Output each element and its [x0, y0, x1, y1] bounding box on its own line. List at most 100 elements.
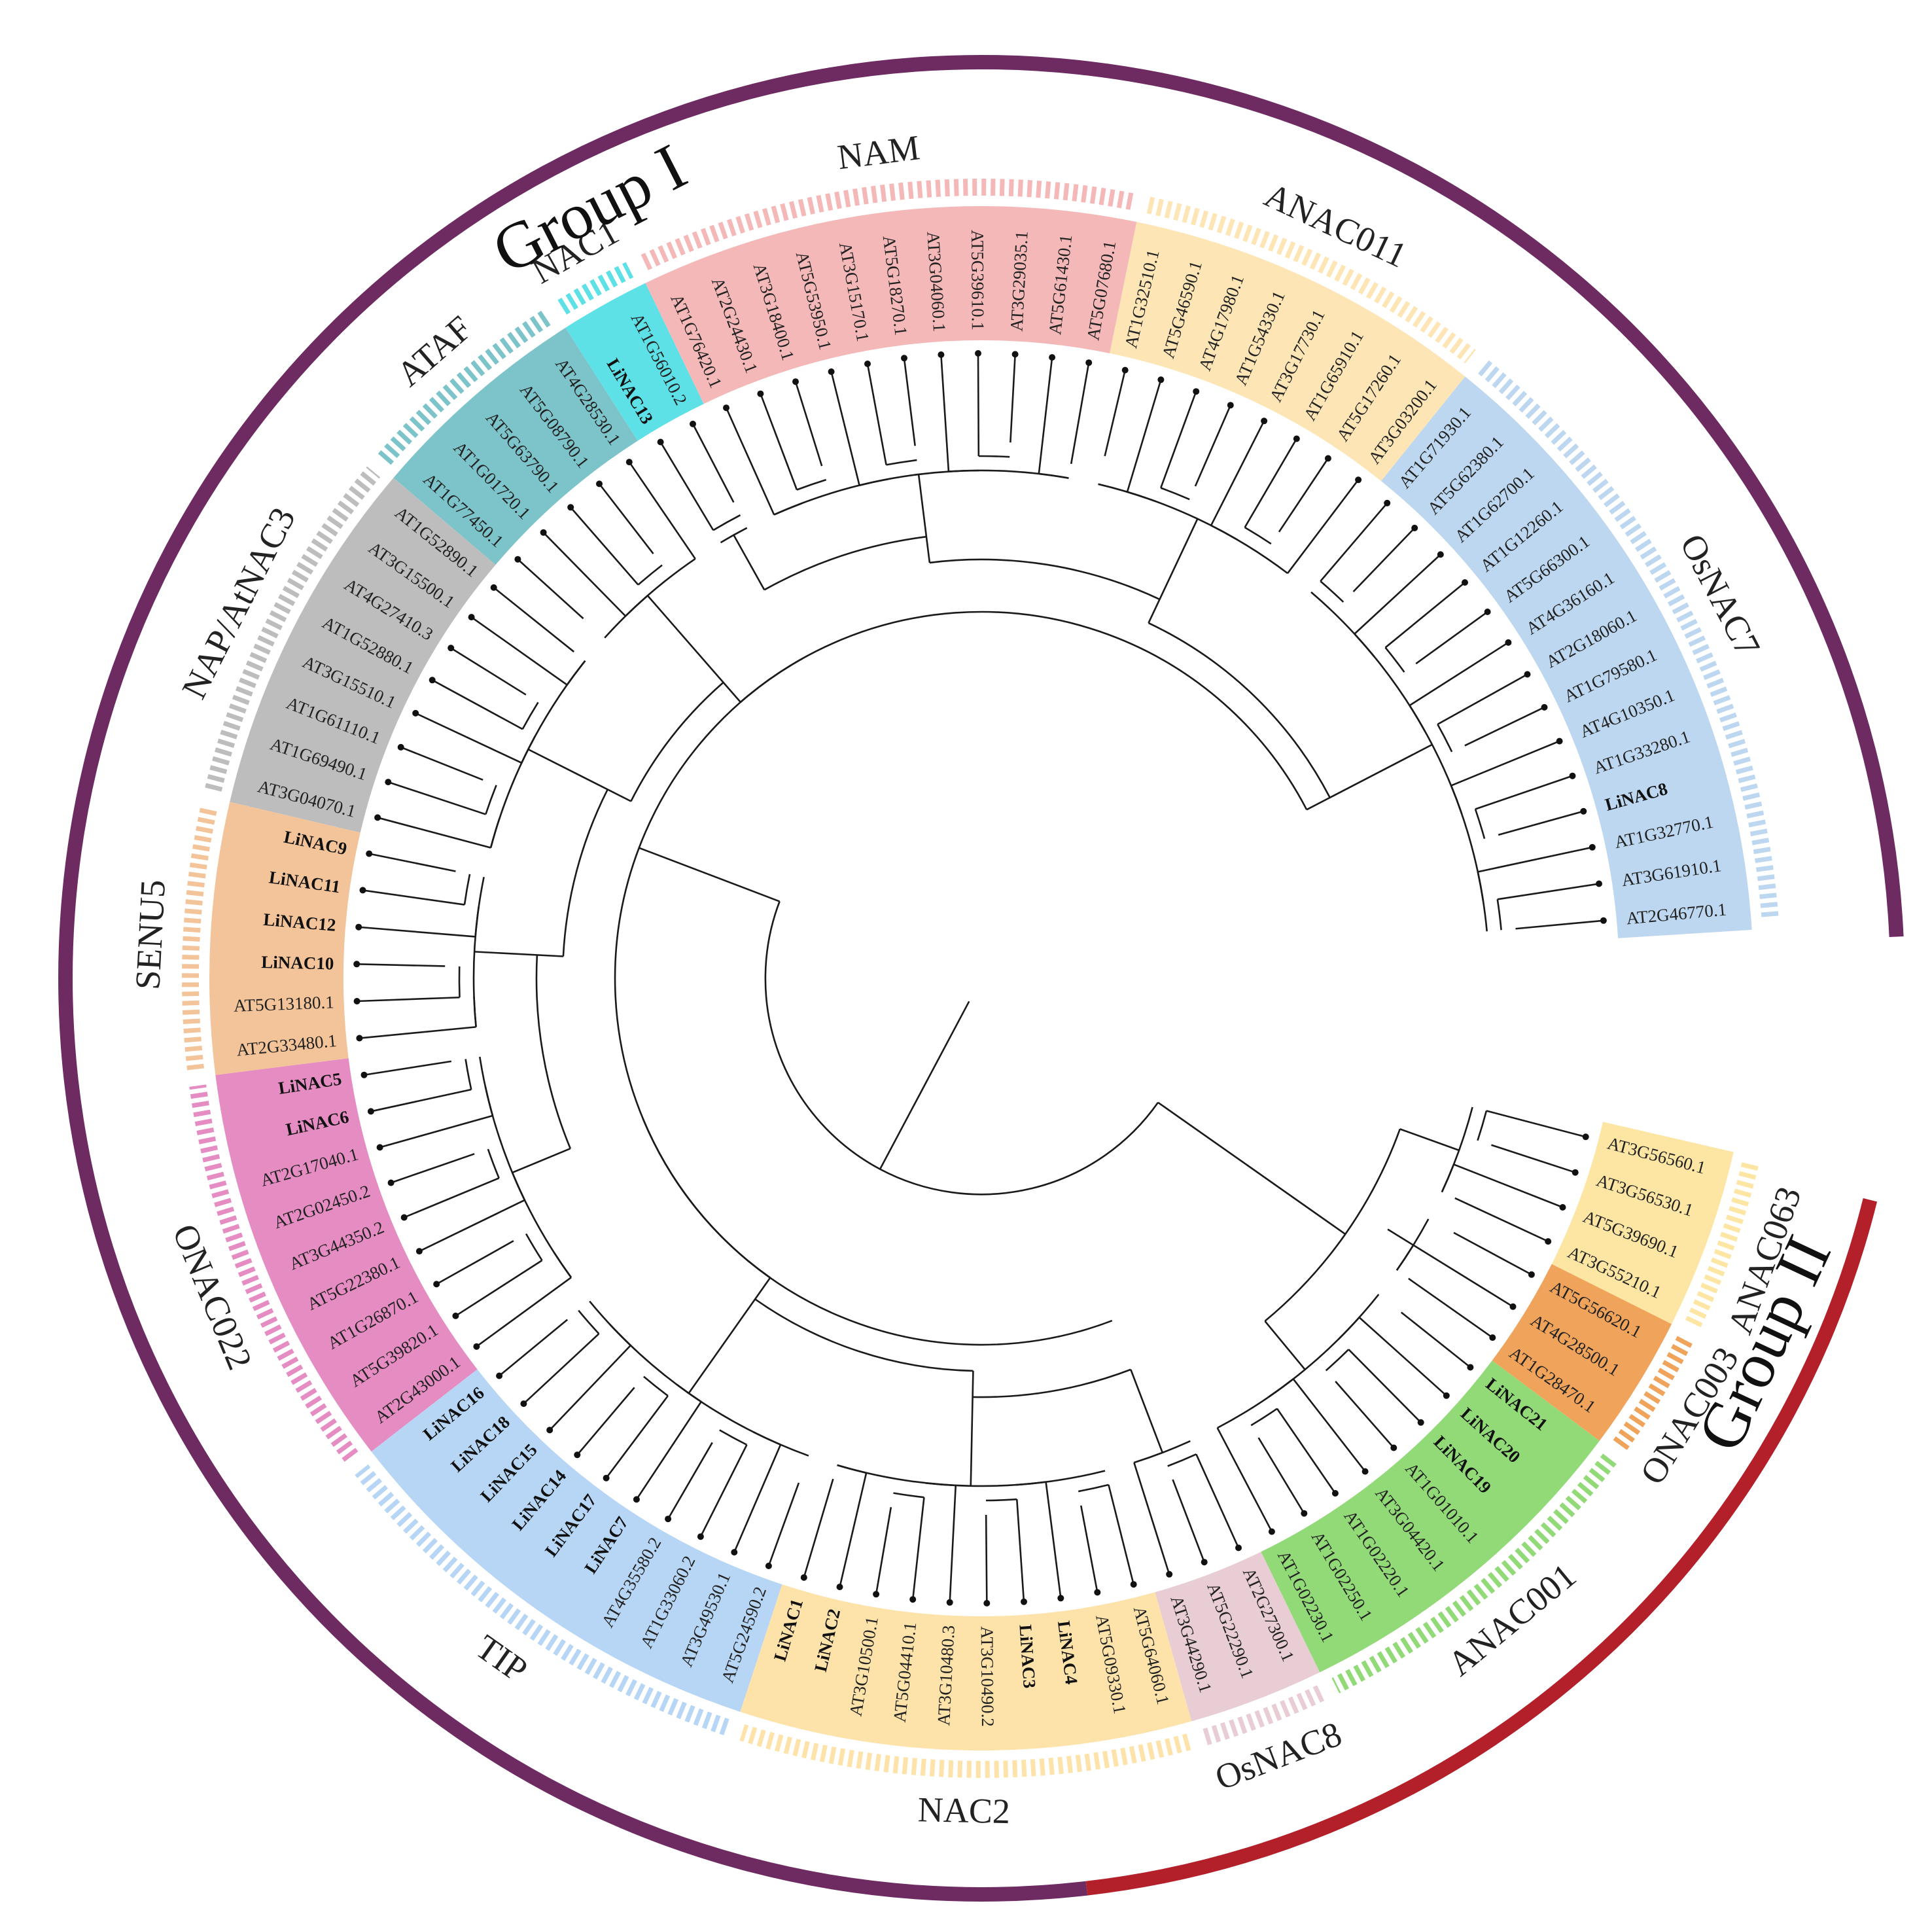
branch — [688, 1277, 771, 1394]
leaf-dot — [1021, 1598, 1027, 1605]
branch-arc — [773, 469, 1069, 516]
branch-arc — [484, 1086, 494, 1116]
leaf-dot — [633, 1496, 640, 1503]
band-1 — [1110, 222, 1466, 482]
branch — [1070, 362, 1090, 465]
branch — [1287, 479, 1360, 574]
branch — [1454, 1197, 1549, 1243]
branch-arc — [642, 1118, 771, 1279]
branch-arc — [1160, 487, 1190, 501]
tick-ring-6 — [181, 804, 218, 1071]
branch — [903, 358, 916, 446]
leaf-dot — [873, 1591, 880, 1598]
leaf-dot — [448, 645, 455, 652]
branch — [760, 393, 798, 490]
leaf-dot — [567, 504, 574, 511]
leaf-dot — [1293, 435, 1300, 442]
tick-ring-13 — [1684, 1162, 1759, 1329]
branch-arc — [752, 1431, 781, 1446]
branch — [949, 1485, 957, 1603]
branch-arc — [473, 997, 477, 1027]
leaf-dot — [1355, 476, 1362, 484]
branch — [1194, 404, 1232, 487]
branch — [646, 595, 741, 703]
branch-arc — [1409, 705, 1426, 732]
leaf-dot — [387, 1179, 395, 1186]
branch — [570, 506, 639, 586]
branch — [1130, 1369, 1164, 1453]
branch — [830, 371, 860, 486]
branch — [432, 679, 523, 730]
branch-arc — [948, 469, 979, 472]
branch-arc — [929, 558, 1161, 601]
leaf-dot — [1324, 455, 1331, 462]
branch-arc — [764, 901, 1159, 1196]
leaf-dot — [625, 459, 633, 466]
branch — [1080, 1505, 1098, 1593]
leaf-dot — [1227, 402, 1234, 409]
branch-arc — [1354, 633, 1375, 658]
leaf-dot — [1580, 807, 1587, 815]
branch — [415, 712, 522, 764]
tick-ring-11 — [1331, 1453, 1617, 1694]
leaf-dot — [909, 1596, 917, 1603]
tick-ring-5 — [205, 466, 381, 792]
leaf-label: LiNAC3 — [1015, 1624, 1040, 1689]
branch — [970, 1370, 974, 1486]
branch — [517, 558, 584, 620]
band-7 — [215, 1058, 478, 1452]
branch — [1491, 1144, 1576, 1173]
leaf-dot — [1524, 671, 1531, 678]
branch-arc — [1210, 524, 1238, 541]
leaf-dot — [757, 390, 764, 397]
branch — [476, 1277, 572, 1347]
branch — [370, 1088, 472, 1112]
branch-arc — [1450, 785, 1463, 815]
leaf-dot — [792, 378, 799, 385]
branch — [419, 1199, 525, 1252]
branch-arc — [487, 1148, 500, 1179]
branch-arc — [489, 818, 501, 848]
branch — [1104, 370, 1126, 457]
tick-ring-2 — [641, 179, 1134, 270]
leaf-dot — [938, 351, 945, 358]
leaf-dot — [397, 743, 404, 751]
branch — [1358, 1317, 1447, 1396]
branch-arc — [1167, 1453, 1197, 1467]
branch — [866, 363, 887, 465]
branch-arc — [1320, 580, 1344, 603]
leaf-dot — [901, 355, 907, 362]
subfamily-label: OsNAC8 — [1210, 1714, 1346, 1798]
branch — [377, 817, 491, 849]
leaf-dot — [1094, 1589, 1101, 1596]
tick-ring-4 — [378, 309, 553, 465]
leaf-dot — [1261, 417, 1268, 425]
branch — [391, 1153, 475, 1184]
leaf-dot — [1166, 1570, 1173, 1578]
leaf-dot — [1509, 1303, 1517, 1310]
branch-arc — [1384, 647, 1405, 673]
branch-arc — [796, 478, 827, 491]
leaf-dot — [1443, 1392, 1450, 1399]
root-branch — [879, 1001, 970, 1170]
leaf-dot — [353, 961, 360, 968]
branch — [1157, 1101, 1346, 1235]
subfamily-label: TIP — [468, 1627, 535, 1690]
leaf-dot — [1545, 1238, 1552, 1245]
leaf-dot — [452, 1312, 459, 1319]
branch-arc — [1250, 1408, 1278, 1427]
branch — [1464, 706, 1545, 747]
branch — [493, 586, 575, 653]
leaf-dot — [828, 368, 835, 375]
branch — [1450, 740, 1560, 787]
branch-arc — [521, 701, 539, 730]
branch-arc — [566, 660, 586, 686]
leaf-dot — [1569, 772, 1576, 779]
branch-arc — [521, 736, 536, 764]
branch — [1126, 379, 1162, 493]
branch — [1399, 1128, 1460, 1152]
branch-arc — [1127, 491, 1157, 503]
branch-arc — [773, 502, 803, 516]
leaf-dot — [1301, 1510, 1308, 1517]
